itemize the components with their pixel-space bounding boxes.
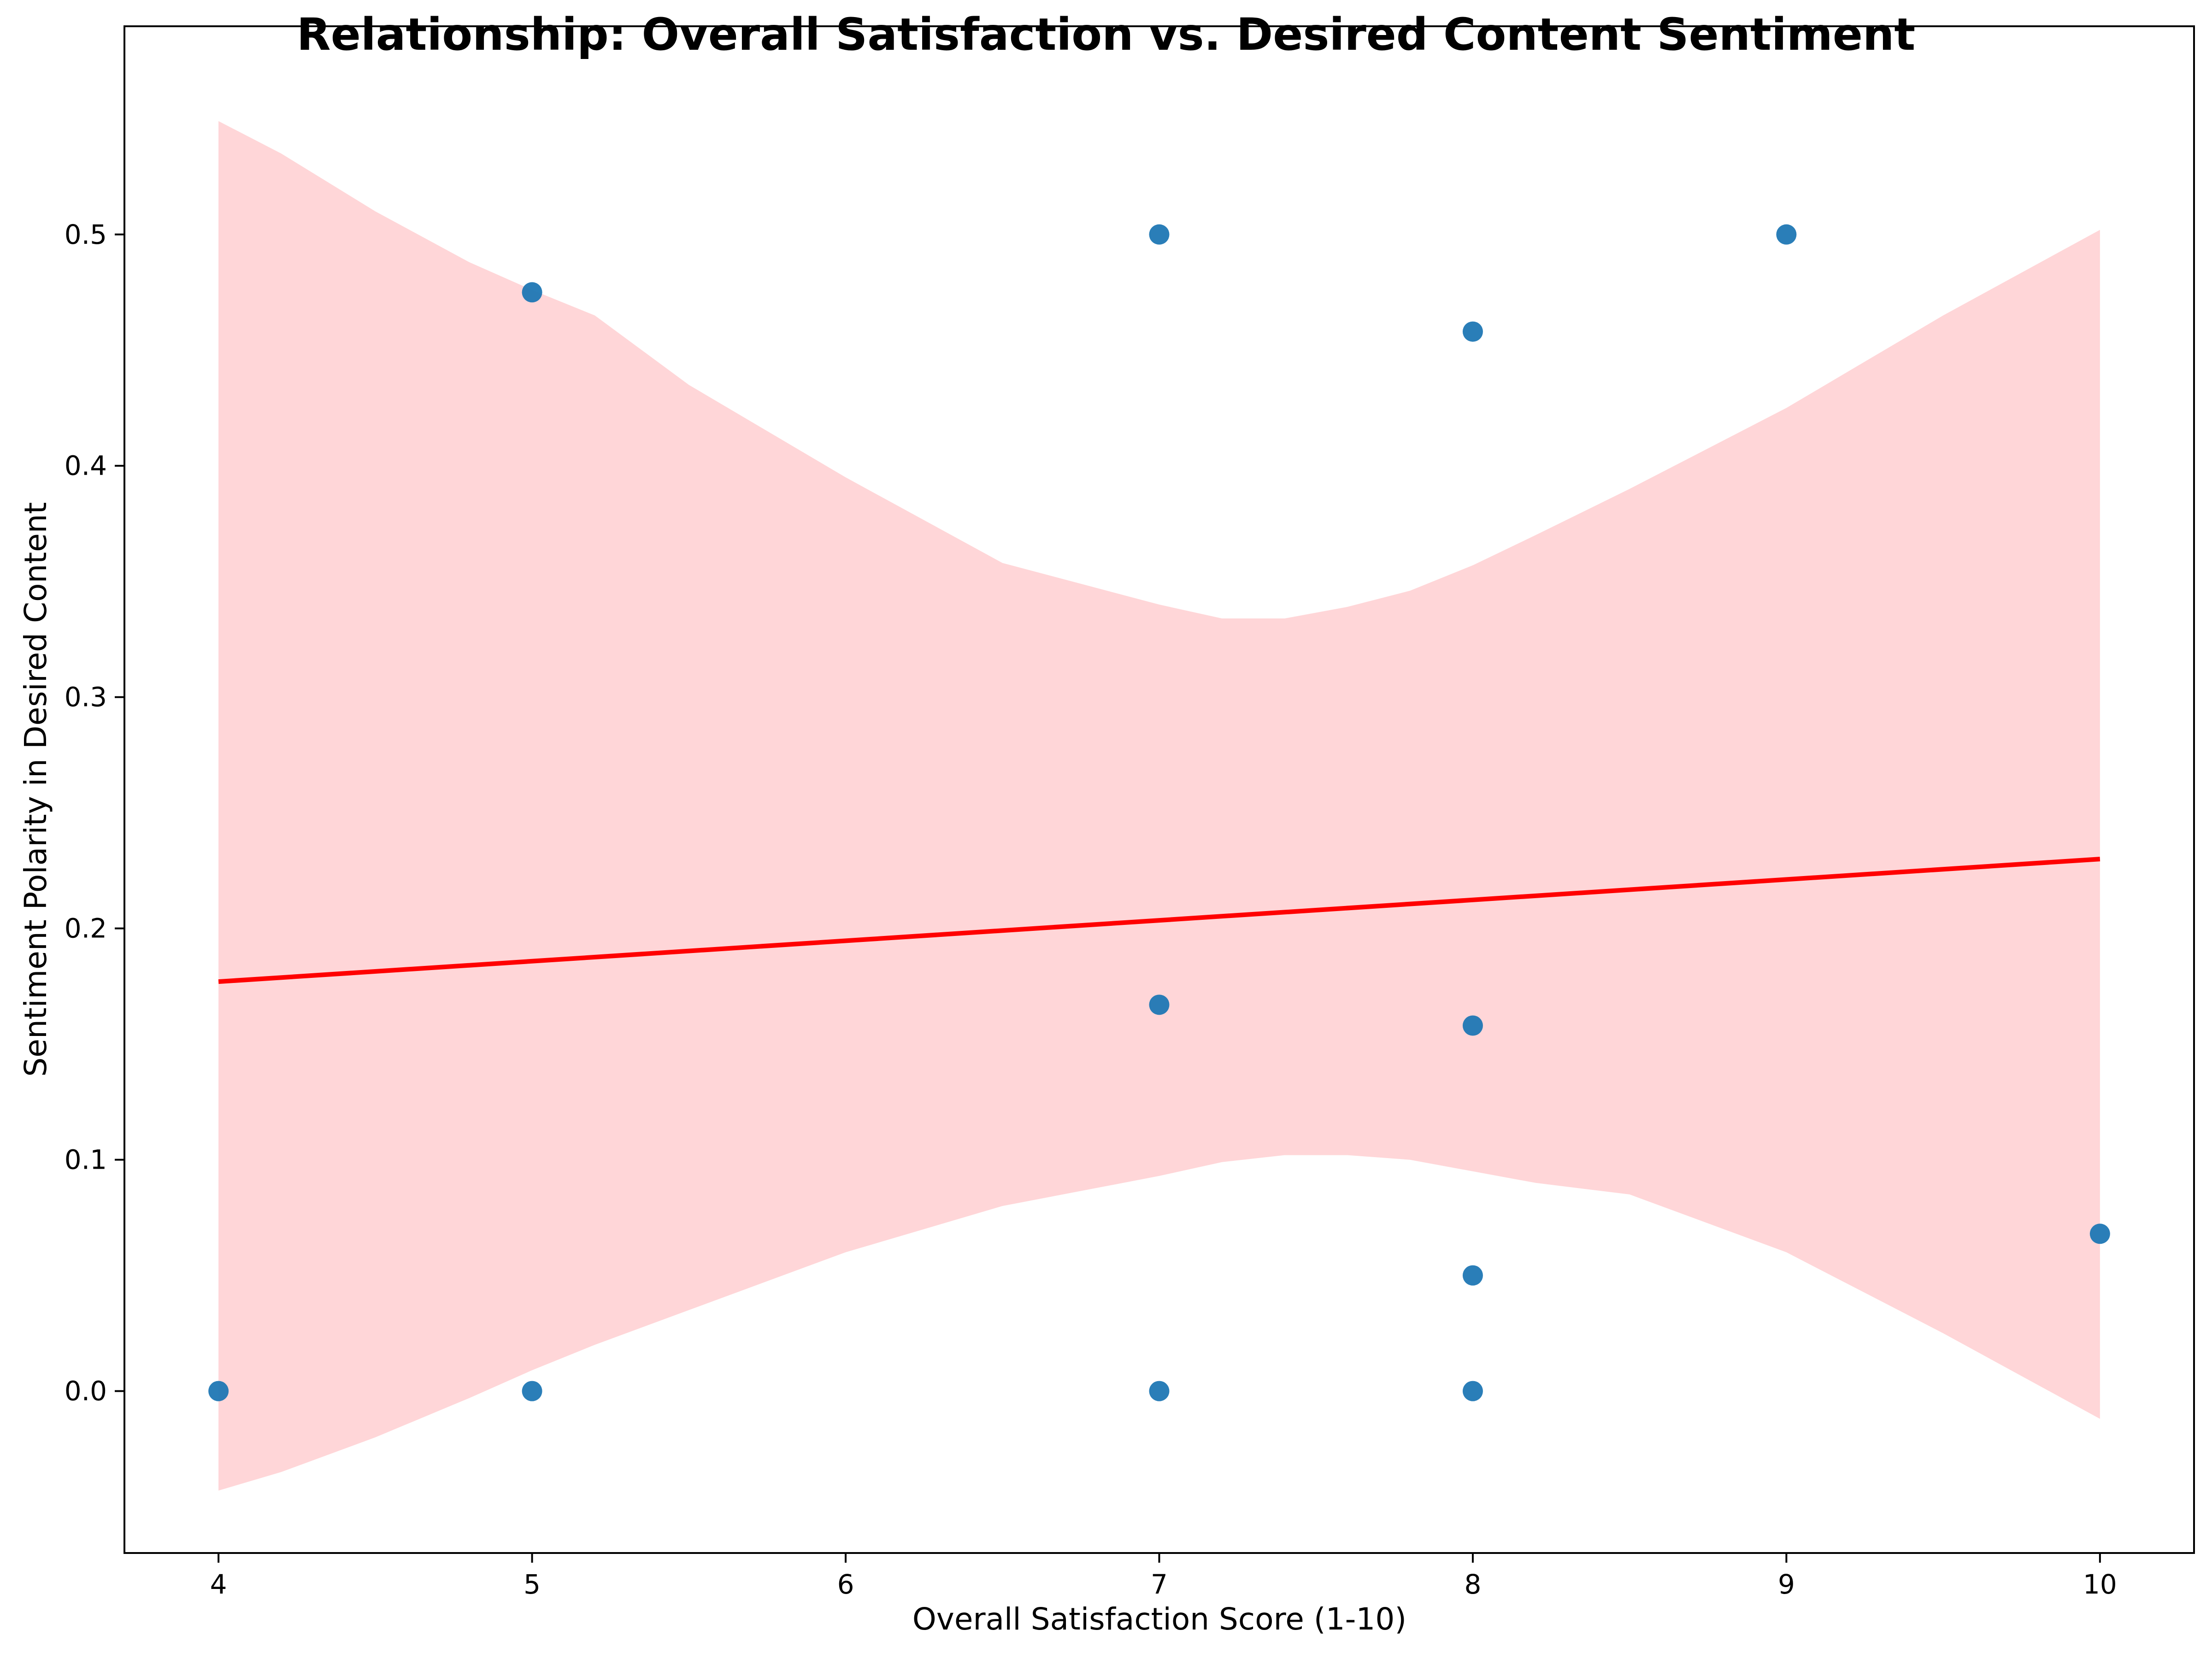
data-point (522, 282, 542, 303)
x-axis: 4 5 6 7 8 9 10 (210, 1553, 2117, 1600)
data-point (1776, 224, 1797, 245)
plot-area (124, 25, 2195, 1554)
x-tick-label: 6 (837, 1569, 854, 1600)
data-point (1462, 1015, 1483, 1036)
x-tick-label: 8 (1465, 1569, 1482, 1600)
confidence-band-layer (218, 121, 2100, 1491)
y-axis-label: Sentiment Polarity in Desired Content (18, 502, 53, 1077)
y-tick-label: 0.5 (65, 219, 107, 250)
data-point (2089, 1224, 2110, 1244)
data-point (1149, 1381, 1170, 1401)
y-axis: 0.0 0.1 0.2 0.3 0.4 0.5 (65, 219, 124, 1407)
regression-line-layer (218, 857, 2100, 984)
x-axis-label: Overall Satisfaction Score (1-10) (912, 1601, 1406, 1637)
y-tick-label: 0.0 (65, 1376, 107, 1407)
chart-title: Relationship: Overall Satisfaction vs. D… (297, 9, 1915, 60)
y-tick-label: 0.3 (65, 682, 107, 713)
data-point (1462, 1265, 1483, 1286)
x-tick-label: 10 (2083, 1569, 2117, 1600)
data-point (1149, 224, 1170, 245)
data-point (522, 1381, 542, 1401)
x-tick-label: 7 (1151, 1569, 1168, 1600)
regression-line (218, 857, 2100, 984)
x-tick-label: 5 (524, 1569, 541, 1600)
data-points-layer (208, 224, 2110, 1401)
data-point (1149, 994, 1170, 1015)
y-tick-label: 0.4 (65, 450, 107, 482)
x-tick-label: 9 (1778, 1569, 1795, 1600)
y-tick-label: 0.2 (65, 913, 107, 944)
data-point (208, 1381, 229, 1401)
x-tick-label: 4 (210, 1569, 227, 1600)
y-tick-label: 0.1 (65, 1144, 107, 1176)
confidence-band (218, 121, 2100, 1491)
data-point (1462, 1381, 1483, 1401)
data-point (1462, 321, 1483, 342)
